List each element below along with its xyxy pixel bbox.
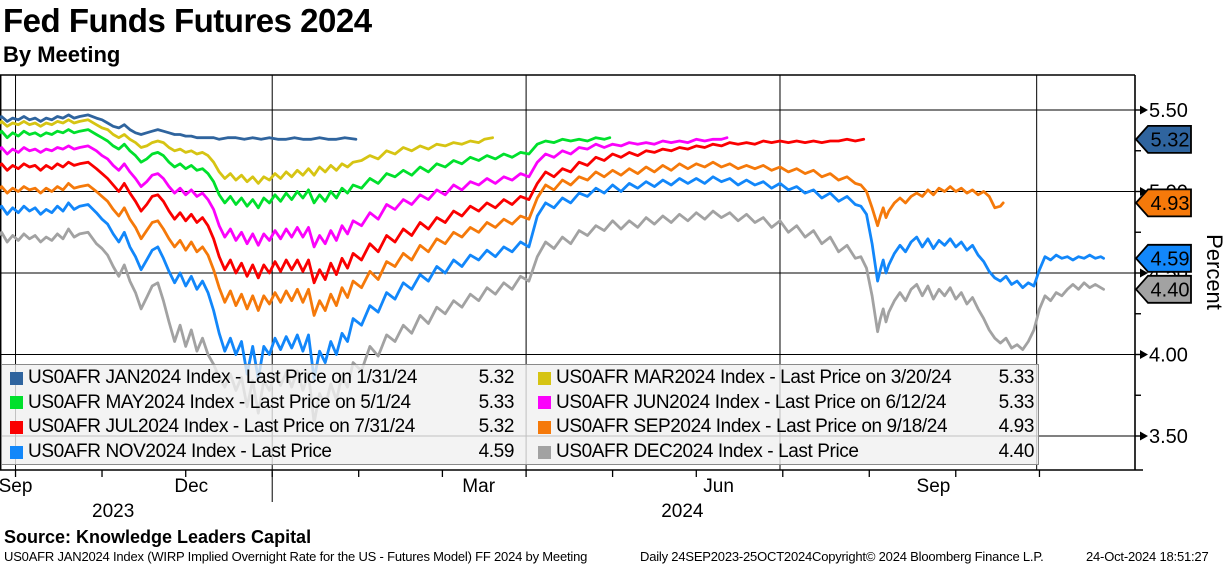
- legend-label: US0AFR MAR2024 Index - Last Price on 3/2…: [556, 367, 952, 389]
- footer-description: US0AFR JAN2024 Index (WIRP Implied Overn…: [4, 549, 588, 564]
- legend-label: US0AFR SEP2024 Index - Last Price on 9/1…: [556, 416, 948, 438]
- price-tag-value: 5.32: [1151, 129, 1190, 151]
- price-tag: [1134, 274, 1192, 304]
- x-year-label: 2023: [92, 501, 134, 522]
- y-axis-title: Percent: [1202, 234, 1224, 310]
- series-us0afr-mar2024: [0, 118, 495, 185]
- page-subtitle: By Meeting: [3, 42, 121, 67]
- x-month-label: Mar: [462, 476, 495, 497]
- series-us0afr-jan2024: [0, 113, 358, 141]
- series-us0afr-dec2024: [0, 209, 1105, 425]
- legend-item: US0AFR NOV2024 Index - Last Price 4.59: [2, 440, 531, 465]
- legend-item: US0AFR JUL2024 Index - Last Price on 7/3…: [2, 415, 531, 440]
- series-us0afr-may2024: [0, 128, 612, 210]
- price-tag: [1134, 243, 1192, 273]
- x-month-label: Dec: [174, 476, 208, 497]
- legend-last-price: 5.33: [478, 391, 515, 413]
- price-tag-value: 4.40: [1151, 279, 1190, 301]
- legend-item: US0AFR JAN2024 Index - Last Price on 1/3…: [2, 366, 531, 391]
- y-tick-label: 4.00: [1149, 345, 1188, 367]
- price-tag: [1134, 188, 1192, 218]
- legend-label: US0AFR NOV2024 Index - Last Price: [28, 441, 332, 463]
- legend-swatch-icon: [10, 396, 23, 410]
- series-us0afr-jul2024: [0, 137, 866, 285]
- series-us0afr-sep2024: [0, 160, 1005, 317]
- legend-label: US0AFR JAN2024 Index - Last Price on 1/3…: [28, 367, 418, 389]
- x-month-label: Jun: [703, 476, 734, 497]
- legend-label: US0AFR JUL2024 Index - Last Price on 7/3…: [28, 416, 415, 438]
- x-month-label: Sep: [917, 476, 951, 497]
- x-year-label: 2024: [661, 501, 704, 522]
- legend-last-price: 4.93: [998, 416, 1035, 438]
- y-tick-label: 3.50: [1149, 426, 1188, 448]
- price-tag-value: 4.59: [1151, 248, 1190, 270]
- series-us0afr-nov2024: [0, 175, 1105, 381]
- price-tag: [1134, 124, 1192, 154]
- legend-label: US0AFR MAY2024 Index - Last Price on 5/1…: [28, 391, 411, 413]
- legend-swatch-icon: [538, 371, 551, 385]
- legend-last-price: 4.40: [998, 441, 1035, 463]
- legend-last-price: 5.33: [998, 367, 1035, 389]
- legend-last-price: 5.32: [478, 416, 515, 438]
- legend-swatch-icon: [10, 445, 23, 459]
- legend-item: US0AFR JUN2024 Index - Last Price on 6/1…: [531, 391, 1039, 416]
- legend-item: US0AFR DEC2024 Index - Last Price 4.40: [531, 440, 1039, 465]
- legend-swatch-icon: [538, 396, 551, 410]
- x-month-label: Sep: [0, 476, 32, 497]
- x-axis-ticks: Sep Dec Mar Jun Sep 2023 2024: [0, 470, 1041, 522]
- legend-item: US0AFR MAR2024 Index - Last Price on 3/2…: [531, 366, 1039, 391]
- footer-copyright: Copyright© 2024 Bloomberg Finance L.P.: [812, 549, 1044, 564]
- chart-legend: US0AFR JAN2024 Index - Last Price on 1/3…: [1, 364, 1039, 465]
- source-line: Source: Knowledge Leaders Capital: [4, 527, 312, 547]
- series-lines: [0, 113, 1105, 425]
- page-title: Fed Funds Futures 2024: [3, 2, 372, 39]
- legend-label: US0AFR JUN2024 Index - Last Price on 6/1…: [556, 391, 947, 413]
- footer-daily-range: Daily 24SEP2023-25OCT2024: [640, 549, 813, 564]
- footer-timestamp: 24-Oct-2024 18:51:27: [1086, 549, 1209, 564]
- legend-last-price: 4.59: [478, 441, 515, 463]
- price-tags: 5.32 4.93 4.59 4.40: [1134, 124, 1192, 304]
- legend-swatch-icon: [538, 420, 551, 434]
- plot-frame: [0, 74, 1135, 470]
- legend-last-price: 5.33: [998, 391, 1035, 413]
- legend-label: US0AFR DEC2024 Index - Last Price: [556, 441, 859, 463]
- y-tick-label: 5.50: [1149, 100, 1188, 122]
- legend-item: US0AFR MAY2024 Index - Last Price on 5/1…: [2, 391, 531, 416]
- price-tag-value: 4.93: [1151, 193, 1190, 215]
- series-us0afr-jun2024: [0, 136, 729, 249]
- legend-item: US0AFR SEP2024 Index - Last Price on 9/1…: [531, 415, 1039, 440]
- legend-swatch-icon: [10, 371, 23, 385]
- legend-swatch-icon: [10, 420, 23, 434]
- legend-swatch-icon: [538, 445, 551, 459]
- legend-last-price: 5.32: [478, 367, 515, 389]
